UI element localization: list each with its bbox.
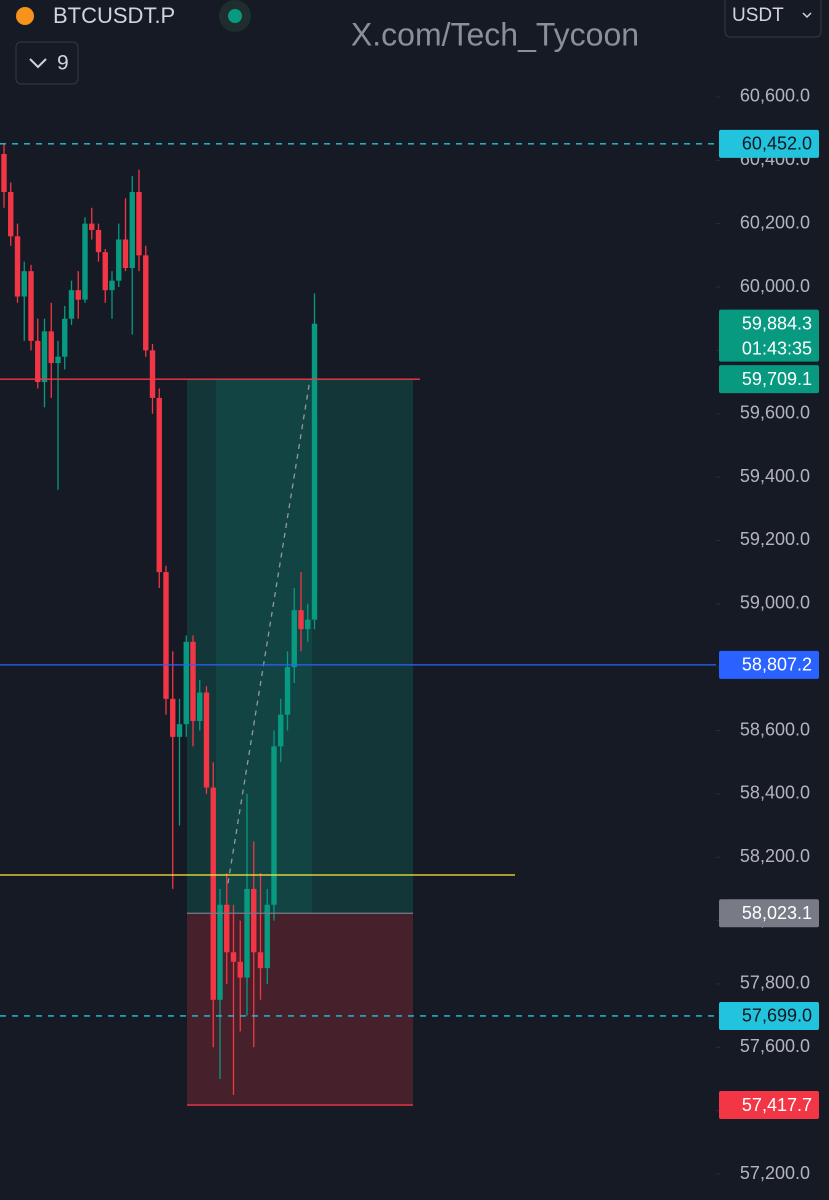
candle-body xyxy=(298,610,304,630)
status-dot xyxy=(228,9,242,23)
candle-body xyxy=(190,641,196,722)
candle-body xyxy=(102,252,108,291)
countdown: 01:43:35 xyxy=(742,338,812,358)
trade-span xyxy=(216,379,312,914)
y-tick-label: 60,600.0 xyxy=(740,86,810,106)
candle-body xyxy=(305,619,311,630)
candle-body xyxy=(28,271,34,341)
candle-body xyxy=(149,350,156,398)
candle-body xyxy=(62,318,68,357)
candle-body xyxy=(291,610,297,668)
candle-body xyxy=(170,698,176,737)
y-tick-label: 58,200.0 xyxy=(740,846,810,866)
candle-body xyxy=(75,290,81,300)
y-tick-label: 57,800.0 xyxy=(740,973,810,993)
candle-body xyxy=(89,223,95,230)
symbol[interactable]: BTCUSDT.P xyxy=(53,3,175,28)
target-zone xyxy=(187,379,413,914)
candle-body xyxy=(14,236,21,297)
y-tick-label: 59,200.0 xyxy=(740,529,810,549)
candle-body xyxy=(224,904,230,953)
y-tick-label: 57,600.0 xyxy=(740,1036,810,1056)
interval[interactable]: 9 xyxy=(57,52,69,75)
candle-body xyxy=(68,290,75,319)
interval-button[interactable] xyxy=(15,41,79,85)
last-price: 59,884.3 xyxy=(742,313,812,333)
candle-body xyxy=(210,787,216,1000)
price-label: 58,807.2 xyxy=(742,655,812,675)
candle-body xyxy=(284,667,291,715)
candle-body xyxy=(116,239,122,281)
candle-body xyxy=(264,904,270,969)
price-label: 59,709.1 xyxy=(742,369,812,389)
price-label: 57,699.0 xyxy=(742,1006,812,1026)
last-price-bg xyxy=(719,309,819,362)
y-tick-label: 59,000.0 xyxy=(740,593,810,613)
candle-body xyxy=(237,961,243,978)
candle-body xyxy=(41,331,48,383)
candle-body xyxy=(35,340,41,383)
price-label-bg xyxy=(719,1091,819,1120)
price-label: 60,452.0 xyxy=(742,134,812,154)
price-label: 57,417.7 xyxy=(742,1095,812,1115)
candle-body xyxy=(251,888,257,953)
candle-body xyxy=(129,191,135,269)
candle-body xyxy=(197,692,203,722)
candle-body xyxy=(136,191,142,256)
price-label-bg xyxy=(719,365,819,394)
candle-body xyxy=(203,692,210,788)
candle-body xyxy=(143,255,149,351)
y-tick-label: 60,200.0 xyxy=(740,212,810,232)
price-label: 58,023.1 xyxy=(742,903,812,923)
candle-body xyxy=(244,888,250,978)
candle-body xyxy=(21,271,27,297)
candle-body xyxy=(8,191,14,237)
y-tick-label: 57,200.0 xyxy=(740,1163,810,1183)
y-tick-label: 60,000.0 xyxy=(740,276,810,296)
currency-button[interactable] xyxy=(724,0,822,38)
candle-body xyxy=(82,223,88,300)
plot: 60,600.060,400.060,200.060,000.059,800.0… xyxy=(0,86,819,1183)
watermark: X.com/Tech_Tycoon xyxy=(351,16,639,52)
candle-body xyxy=(176,724,183,737)
candle-body xyxy=(122,239,129,269)
price-label-bg xyxy=(719,650,819,679)
candle-body xyxy=(95,229,102,253)
candle-body xyxy=(1,153,7,192)
candle-body xyxy=(156,397,162,573)
y-tick-label: 59,600.0 xyxy=(740,402,810,422)
candle-body xyxy=(217,904,223,1000)
y-tick-label: 58,600.0 xyxy=(740,719,810,739)
candle-body xyxy=(311,323,318,620)
price-label-bg xyxy=(719,129,819,158)
y-tick-label: 58,400.0 xyxy=(740,783,810,803)
candle-body xyxy=(230,952,237,962)
chevron xyxy=(29,58,47,69)
price-label-bg xyxy=(719,1001,819,1030)
price-label-bg xyxy=(719,899,819,928)
candle-body xyxy=(278,714,284,747)
candle-body xyxy=(55,356,61,364)
y-tick-label: 59,400.0 xyxy=(740,466,810,486)
candle-body xyxy=(271,746,277,905)
coin-icon xyxy=(16,7,34,25)
candle-body xyxy=(48,331,54,364)
candle-body xyxy=(257,952,264,969)
currency[interactable]: USDT xyxy=(732,5,784,26)
candle-body xyxy=(183,641,189,725)
candle-body xyxy=(163,572,169,699)
candle-body xyxy=(109,280,115,291)
chevron xyxy=(802,12,812,19)
